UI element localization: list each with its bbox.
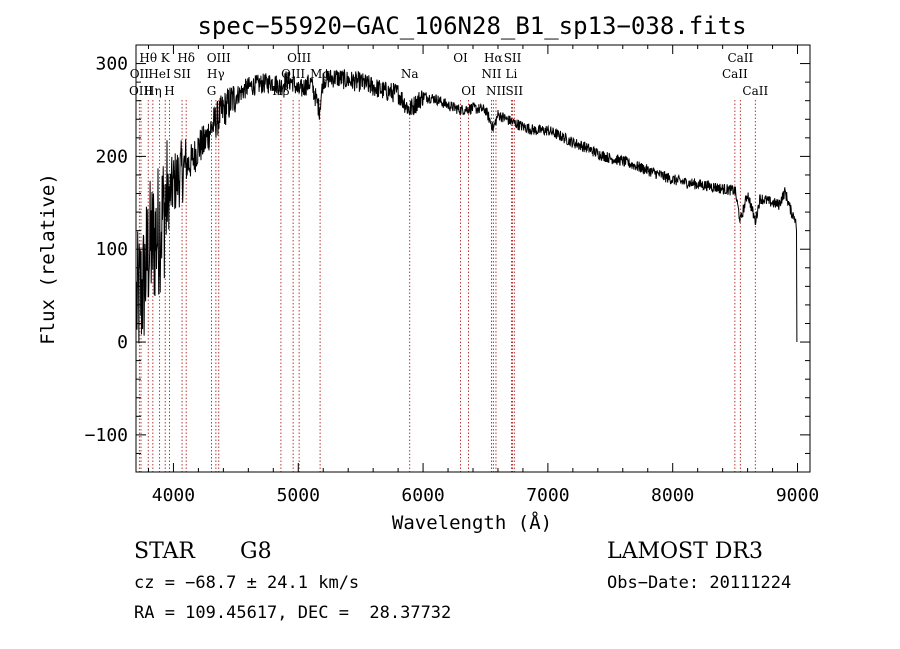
line-label: Hθ bbox=[139, 51, 157, 65]
line-label: CaII bbox=[742, 84, 768, 98]
x-tick-label: 5000 bbox=[277, 485, 320, 506]
x-tick-label: 8000 bbox=[651, 485, 694, 506]
line-label: Li bbox=[506, 67, 518, 81]
sky-coordinates: RA = 109.45617, DEC = 28.37732 bbox=[134, 603, 452, 623]
line-label: CaII bbox=[722, 67, 748, 81]
object-subclass: G8 bbox=[240, 539, 272, 564]
line-label: CaII bbox=[727, 51, 753, 65]
line-label: OI bbox=[453, 51, 468, 65]
y-tick-label: 300 bbox=[95, 54, 128, 75]
line-label: OIII bbox=[287, 51, 311, 65]
line-label: SII bbox=[504, 51, 522, 65]
line-label: Hα bbox=[484, 51, 503, 65]
chart-title: spec−55920−GAC_106N28_B1_sp13−038.fits bbox=[197, 12, 746, 40]
line-label: Na bbox=[401, 67, 419, 81]
line-label: OIII bbox=[207, 51, 231, 65]
line-label: HeI bbox=[148, 67, 171, 81]
x-axis-ticks: 4000 5000 6000 7000 8000 9000 bbox=[147, 45, 819, 506]
line-label: Hη bbox=[144, 84, 162, 98]
line-label: NII bbox=[486, 84, 506, 98]
line-label: H bbox=[164, 84, 174, 98]
spectrum-line bbox=[136, 69, 798, 344]
y-tick-label: 0 bbox=[117, 332, 128, 353]
redshift-velocity: cz = −68.7 ± 24.1 km/s bbox=[134, 573, 360, 593]
line-label: OI bbox=[461, 84, 476, 98]
x-tick-label: 6000 bbox=[401, 485, 444, 506]
y-axis-ticks: −100 0 100 200 300 bbox=[85, 44, 810, 473]
line-label: Hδ bbox=[177, 51, 195, 65]
x-tick-label: 9000 bbox=[776, 485, 819, 506]
line-label: SII bbox=[173, 67, 191, 81]
y-tick-label: 200 bbox=[95, 146, 128, 167]
y-tick-label: −100 bbox=[85, 425, 128, 446]
line-label: SII bbox=[505, 84, 523, 98]
y-axis-label: Flux (relative) bbox=[37, 173, 59, 345]
y-tick-label: 100 bbox=[95, 239, 128, 260]
line-label: Hγ bbox=[207, 67, 225, 81]
emission-line-labels: HθOIIOIIIKHηHeIHHδSIIOIIIHγGOIIIOIIIHβMg… bbox=[129, 51, 769, 98]
line-label: Mg bbox=[310, 67, 330, 81]
survey-name: LAMOST DR3 bbox=[607, 539, 763, 564]
x-tick-label: 7000 bbox=[526, 485, 569, 506]
line-label: OII bbox=[130, 67, 150, 81]
line-label: OIII bbox=[129, 84, 153, 98]
emission-line-markers bbox=[138, 100, 756, 472]
line-label: G bbox=[207, 84, 217, 98]
line-label: OIII bbox=[281, 67, 305, 81]
line-label: NII bbox=[481, 67, 501, 81]
line-label: K bbox=[161, 51, 171, 65]
observation-date: Obs−Date: 20111224 bbox=[607, 573, 792, 593]
x-tick-label: 4000 bbox=[152, 485, 195, 506]
x-axis-label: Wavelength (Å) bbox=[392, 511, 552, 534]
object-class: STAR bbox=[134, 539, 195, 564]
